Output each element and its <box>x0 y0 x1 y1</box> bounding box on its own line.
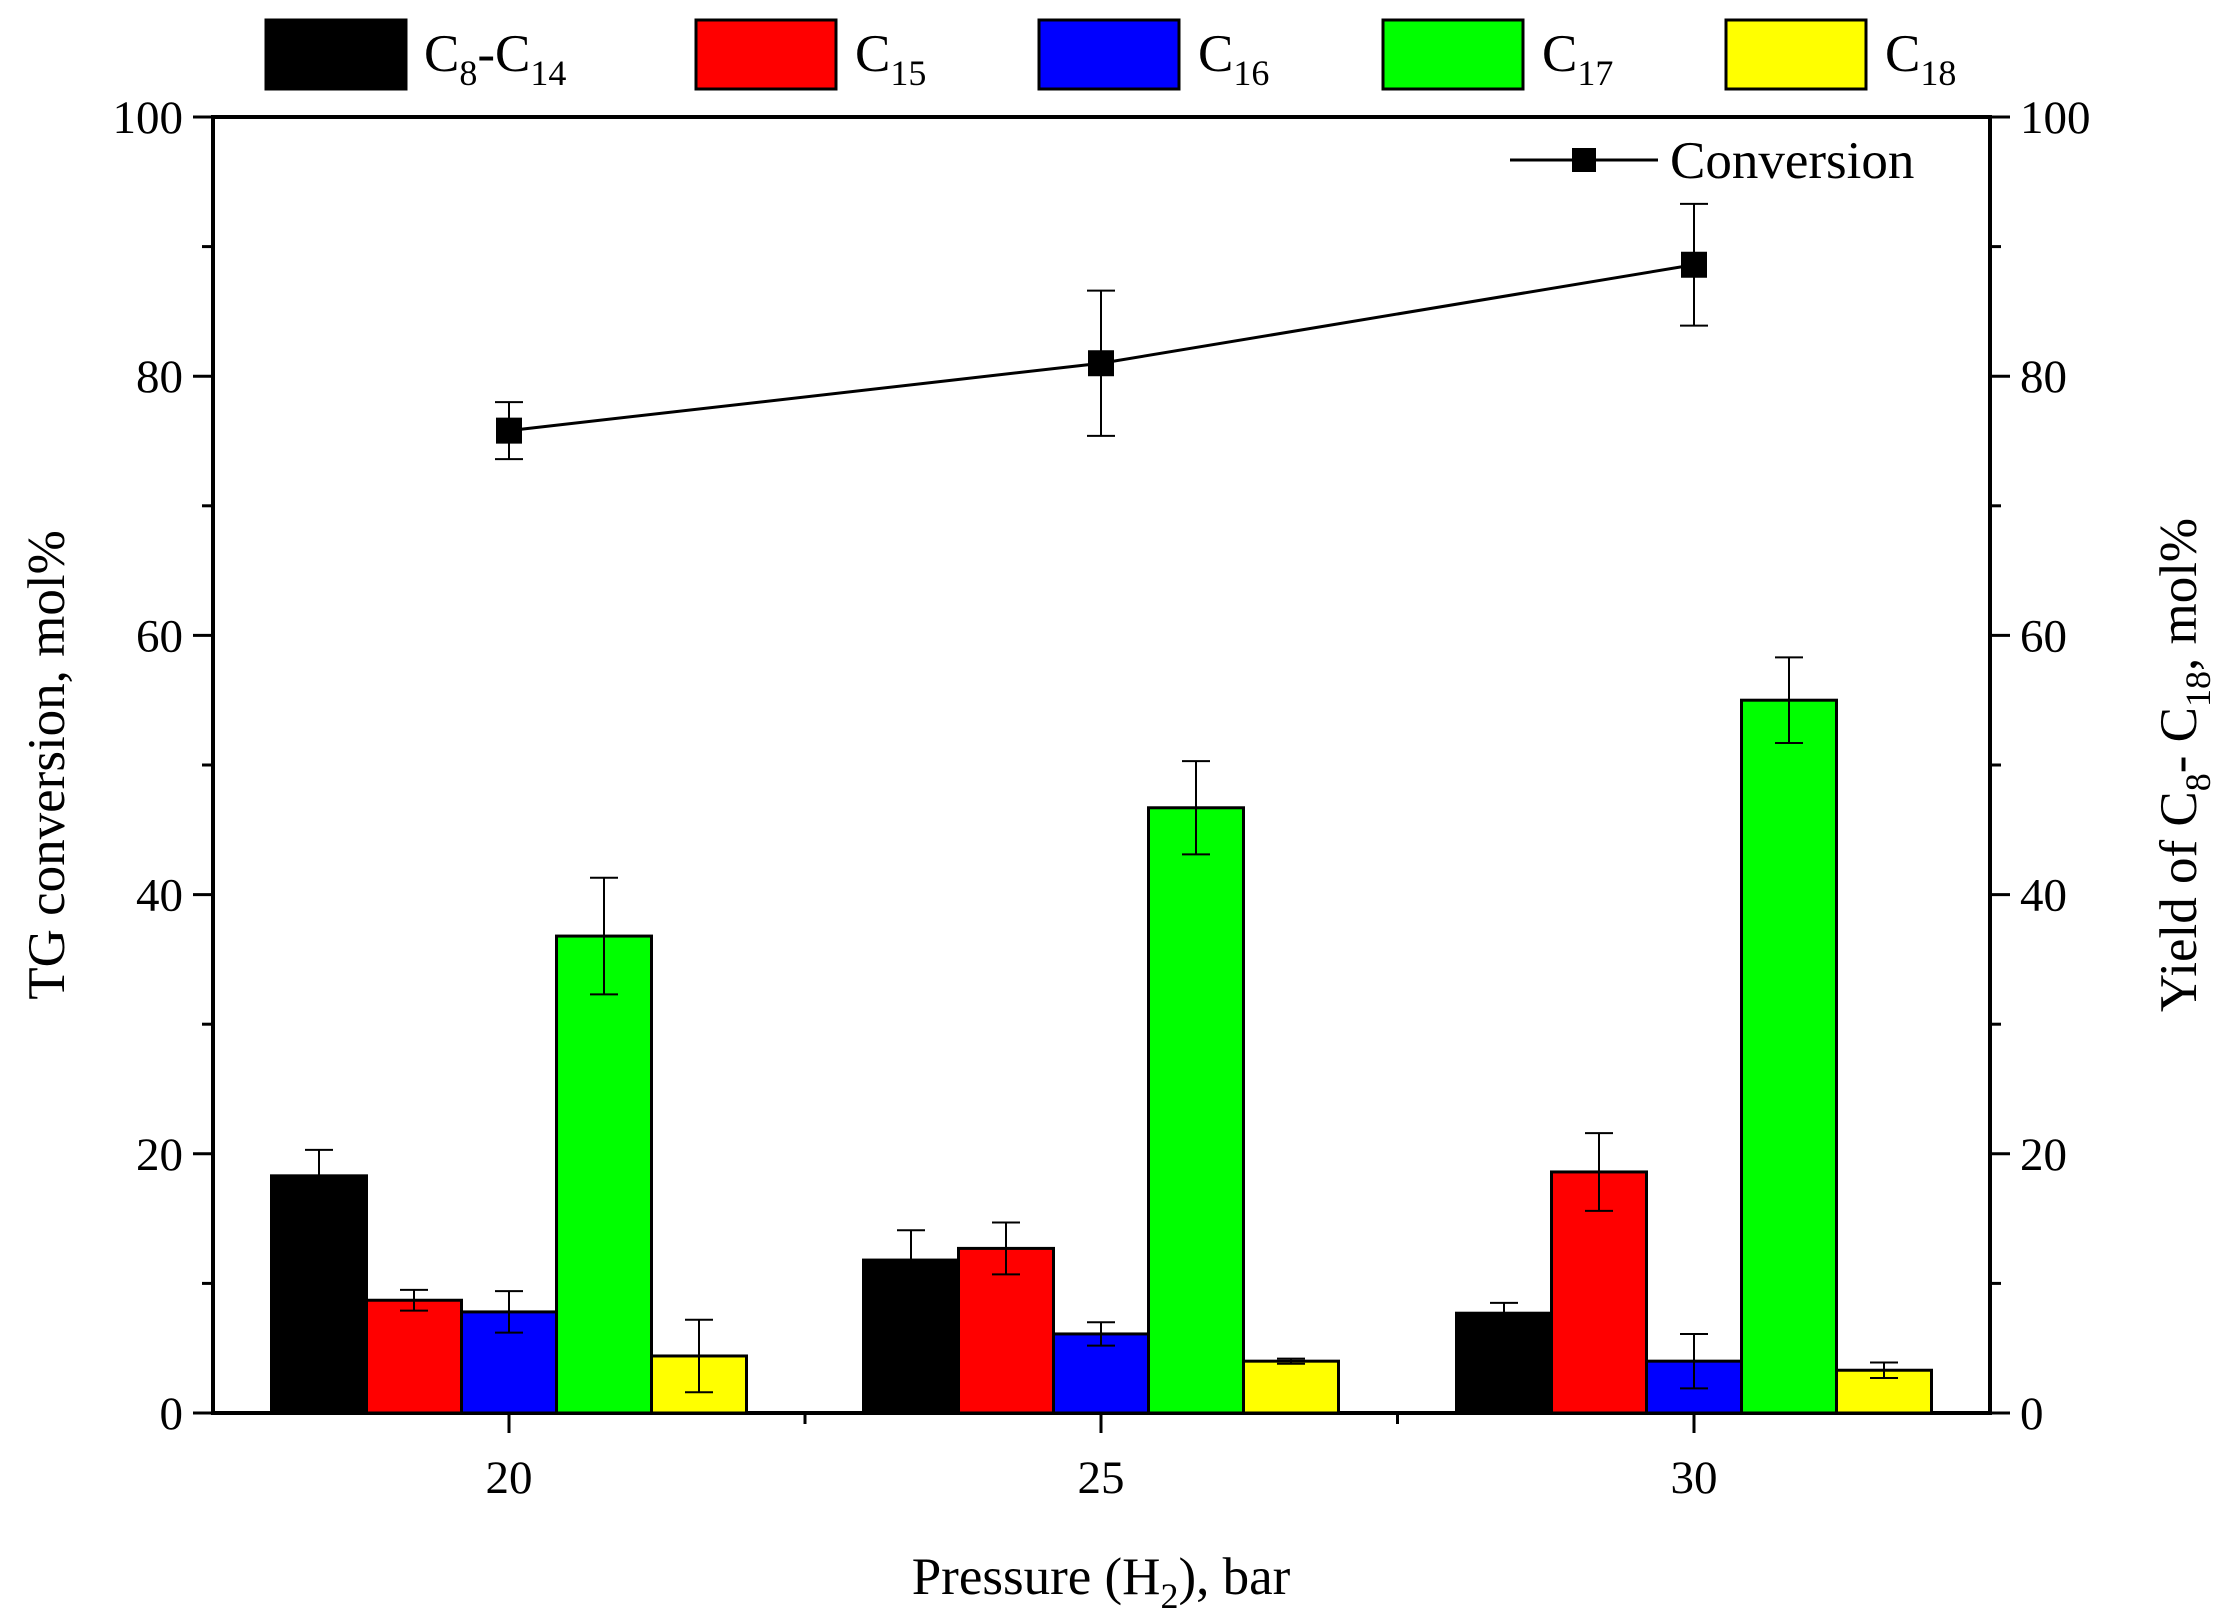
line-legend: Conversion <box>1510 132 1914 190</box>
left-tick-label-20: 20 <box>136 1129 183 1181</box>
error-bar-c16-20 <box>495 1290 523 1334</box>
left-tick-label-100: 100 <box>113 92 184 144</box>
error-bar-c8-c14-30 <box>1490 1301 1518 1325</box>
error-bar-c15-30 <box>1585 1132 1613 1212</box>
legend-item-c18: C18 <box>1724 18 1956 93</box>
bar-c17-30 <box>1740 698 1838 1415</box>
error-bar-c16-25 <box>1087 1321 1115 1347</box>
right-axis-ticks: 0 20 40 60 80 100 <box>1990 92 2091 1440</box>
x-tick-label-20: 20 <box>486 1452 533 1504</box>
bar-c8-c14-30 <box>1455 1311 1553 1415</box>
legend-item-c17: C17 <box>1381 18 1613 93</box>
legend-swatch-c17 <box>1381 18 1525 91</box>
error-bar-c15-25 <box>992 1221 1020 1276</box>
left-tick-label-60: 60 <box>136 610 183 662</box>
line-legend-marker <box>1572 148 1596 172</box>
error-bar-c17-25 <box>1182 760 1210 856</box>
bar-c18-25 <box>1242 1359 1340 1415</box>
left-axis-ticks: 0 20 40 60 80 100 <box>113 92 213 1440</box>
left-tick-label-80: 80 <box>136 351 183 403</box>
conversion-point-30 <box>1681 251 1707 278</box>
legend-label-c15: C15 <box>855 25 926 93</box>
conversion-point-25 <box>1088 350 1114 377</box>
x-axis-ticks: 20 25 30 <box>486 1413 1718 1504</box>
right-tick-label-0: 0 <box>2020 1388 2044 1440</box>
legend-label-c8-c14: C8-C14 <box>424 25 566 93</box>
error-bar-c15-20 <box>400 1288 428 1312</box>
error-bars-layer <box>305 656 1898 1394</box>
bars-layer <box>270 698 1933 1415</box>
error-bar-c18-30 <box>1870 1361 1898 1380</box>
x-tick-label-25: 25 <box>1078 1452 1125 1504</box>
left-tick-label-40: 40 <box>136 870 183 922</box>
x-tick-label-30: 30 <box>1671 1452 1718 1504</box>
line-legend-label: Conversion <box>1670 132 1914 190</box>
legend-swatch-c8-c14 <box>264 18 408 91</box>
bar-c17-25 <box>1147 806 1245 1415</box>
right-tick-label-100: 100 <box>2020 92 2091 144</box>
left-tick-label-0: 0 <box>160 1388 184 1440</box>
right-tick-label-20: 20 <box>2020 1129 2067 1181</box>
legend-item-c15: C15 <box>694 18 926 93</box>
bar-c15-20 <box>365 1298 463 1415</box>
legend-item-c8-c14: C8-C14 <box>264 18 566 93</box>
legend-label-c18: C18 <box>1885 25 1956 93</box>
error-bar-c8-c14-20 <box>305 1148 333 1203</box>
bar-c17-20 <box>555 934 653 1415</box>
error-bar-c18-25 <box>1277 1357 1305 1365</box>
bar-legend: C8-C14 C15 C16 C17 C18 <box>264 18 1956 93</box>
right-axis-title: Yield of C8- C18, mol% <box>2150 518 2218 1012</box>
left-axis-title: TG conversion, mol% <box>18 530 76 1000</box>
bar-c15-25 <box>957 1246 1055 1415</box>
legend-swatch-c18 <box>1724 18 1868 91</box>
legend-item-c16: C16 <box>1037 18 1269 93</box>
error-bar-c8-c14-25 <box>897 1229 925 1291</box>
error-bar-c17-30 <box>1775 656 1803 744</box>
legend-label-c17: C17 <box>1542 25 1613 93</box>
error-bar-c18-20 <box>685 1318 713 1394</box>
error-bar-c16-30 <box>1680 1332 1708 1390</box>
error-bar-c17-20 <box>590 876 618 996</box>
bar-c8-c14-20 <box>270 1174 368 1415</box>
right-tick-label-40: 40 <box>2020 870 2067 922</box>
legend-label-c16: C16 <box>1198 25 1269 93</box>
conversion-line-layer <box>495 202 1708 461</box>
conversion-point-20 <box>496 417 522 444</box>
legend-swatch-c16 <box>1037 18 1181 91</box>
x-axis-title: Pressure (H2), bar <box>912 1548 1291 1616</box>
legend-swatch-c15 <box>694 18 838 91</box>
right-tick-label-60: 60 <box>2020 610 2067 662</box>
right-tick-label-80: 80 <box>2020 351 2067 403</box>
